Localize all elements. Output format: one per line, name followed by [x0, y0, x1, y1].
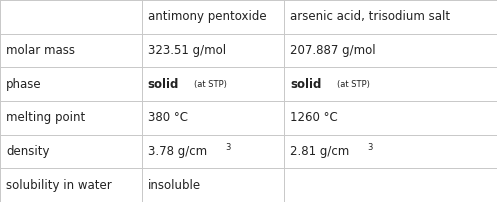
- Text: solid: solid: [148, 78, 179, 91]
- Text: melting point: melting point: [6, 111, 85, 124]
- Text: 3: 3: [225, 143, 230, 152]
- Text: antimony pentoxide: antimony pentoxide: [148, 10, 266, 23]
- Text: (at STP): (at STP): [336, 80, 370, 89]
- Text: 323.51 g/mol: 323.51 g/mol: [148, 44, 226, 57]
- Text: molar mass: molar mass: [6, 44, 75, 57]
- Text: arsenic acid, trisodium salt: arsenic acid, trisodium salt: [290, 10, 450, 23]
- Text: insoluble: insoluble: [148, 179, 201, 192]
- Text: (at STP): (at STP): [194, 80, 227, 89]
- Text: 3.78 g/cm: 3.78 g/cm: [148, 145, 207, 158]
- Text: phase: phase: [6, 78, 42, 91]
- Text: solid: solid: [290, 78, 322, 91]
- Text: 1260 °C: 1260 °C: [290, 111, 338, 124]
- Text: 3: 3: [368, 143, 373, 152]
- Text: 380 °C: 380 °C: [148, 111, 187, 124]
- Text: 207.887 g/mol: 207.887 g/mol: [290, 44, 376, 57]
- Text: density: density: [6, 145, 50, 158]
- Text: solubility in water: solubility in water: [6, 179, 112, 192]
- Text: 2.81 g/cm: 2.81 g/cm: [290, 145, 349, 158]
